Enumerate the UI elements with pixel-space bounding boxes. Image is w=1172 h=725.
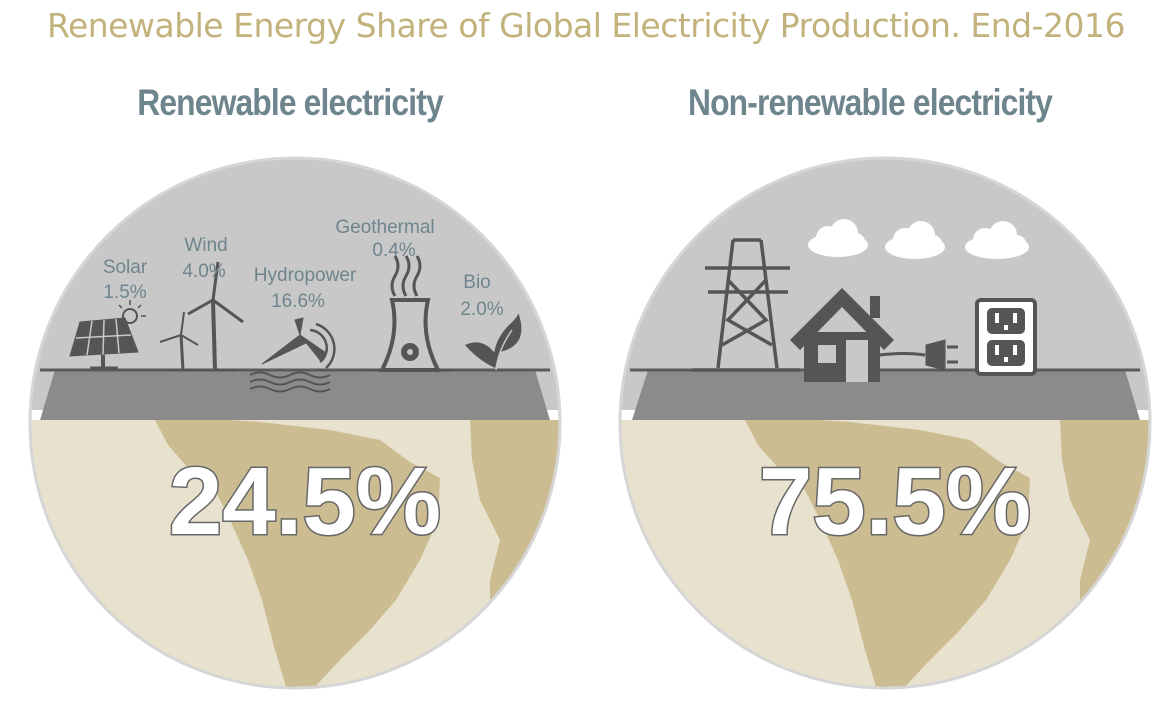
plug-icon: [879, 339, 958, 371]
power-pylon-icon: [692, 238, 800, 372]
outlet-icon: [975, 298, 1037, 376]
house-icon: [790, 288, 894, 382]
cooling-tower-icon: [366, 255, 452, 372]
bio-value: 2.0%: [460, 299, 503, 320]
renewable-circle: Solar 1.5% Wind 4.0% Hydropower 16.6% Ge…: [28, 156, 562, 690]
hydropower-label: Hydropower: [254, 265, 357, 286]
geothermal-label: Geothermal: [335, 217, 434, 238]
bio-label: Bio: [463, 272, 490, 293]
ground-strip: [40, 370, 550, 420]
geothermal-value: 0.4%: [372, 240, 415, 261]
hydropower-icon: [249, 317, 336, 393]
non-renewable-share-value: 75.5%: [759, 448, 1031, 555]
solar-label: Solar: [103, 257, 148, 278]
chart-title: Renewable Energy Share of Global Electri…: [47, 6, 1125, 45]
non-renewable-title: Non-renewable electricity: [687, 82, 1053, 123]
solar-value: 1.5%: [103, 282, 146, 303]
solar-panel-icon: [69, 300, 146, 370]
leaf-icon: [465, 312, 522, 371]
renewable-share-value: 24.5%: [169, 448, 441, 555]
non-renewable-circle: 75.5%: [618, 156, 1152, 690]
renewable-title: Renewable electricity: [137, 82, 443, 123]
wind-value: 4.0%: [182, 261, 225, 282]
wind-label: Wind: [184, 235, 227, 256]
hydropower-value: 16.6%: [271, 291, 325, 312]
wind-turbine-icon: [159, 261, 244, 372]
cloud-icon: [808, 219, 1029, 259]
